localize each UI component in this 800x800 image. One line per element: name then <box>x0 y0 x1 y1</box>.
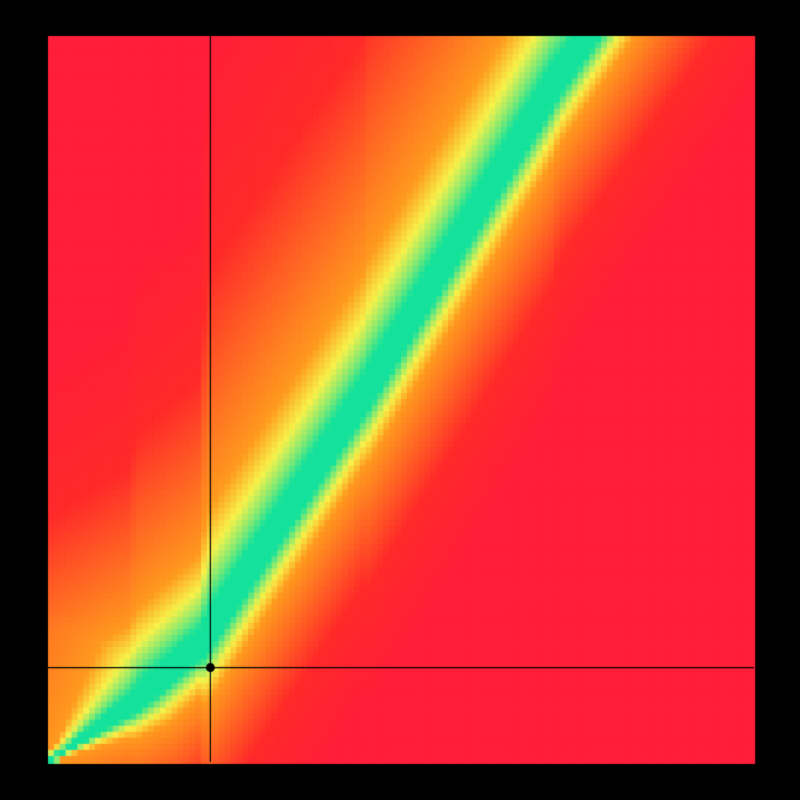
bottleneck-heatmap-canvas <box>0 0 800 800</box>
chart-container: TheBottleneck.com <box>0 0 800 800</box>
